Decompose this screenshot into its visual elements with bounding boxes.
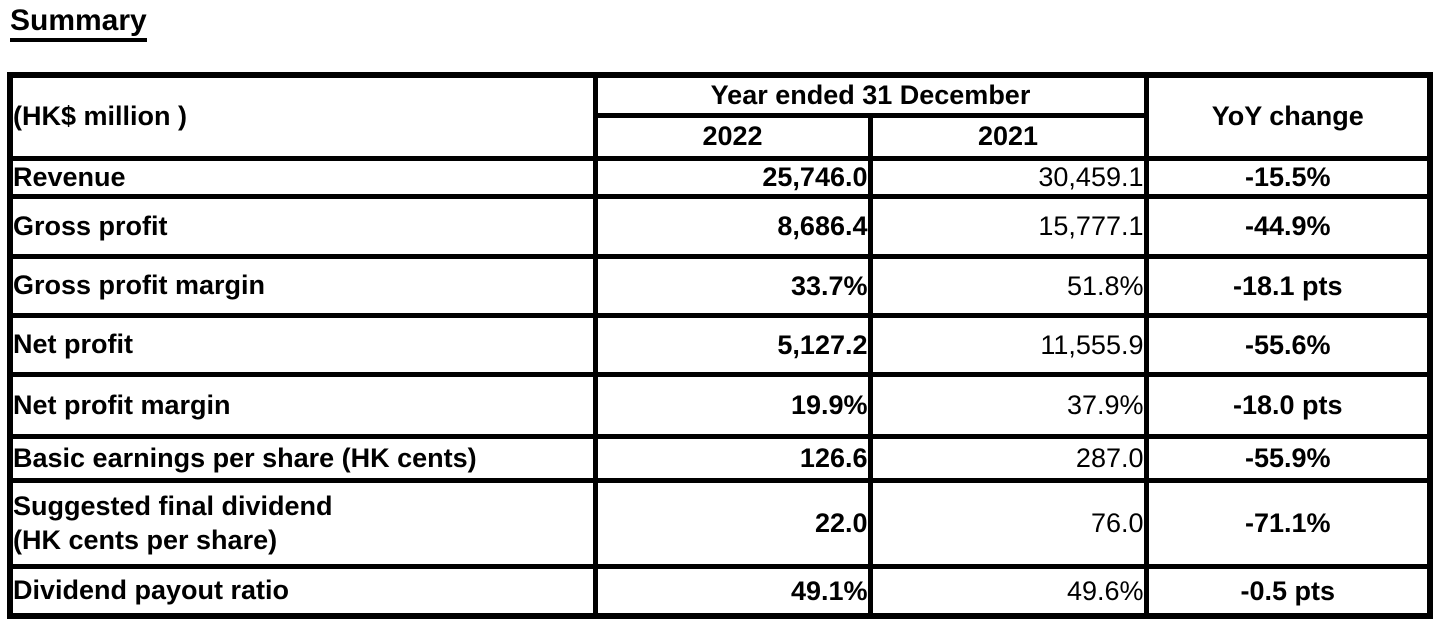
- financial-summary-table: (HK$ million ) Year ended 31 December Yo…: [7, 72, 1433, 619]
- value-2022: 49.1%: [592, 564, 873, 619]
- value-2022: 33.7%: [592, 254, 873, 319]
- row-label: Gross profit: [7, 194, 598, 260]
- value-2022: 126.6: [592, 434, 873, 484]
- table-row-basic-eps: Basic earnings per share (HK cents) 126.…: [7, 434, 1433, 484]
- column-header-2022: 2022: [592, 112, 873, 161]
- value-2022: 25,746.0: [592, 155, 873, 200]
- header-row-group: (HK$ million ) Year ended 31 December Yo…: [7, 72, 1433, 161]
- value-2022: 22.0: [592, 478, 873, 570]
- value-yoy: -15.5%: [1143, 155, 1433, 200]
- year-group-header-cell: Year ended 31 December: [592, 72, 1149, 118]
- row-label: Gross profit margin: [7, 254, 598, 319]
- column-header-2021: 2021: [867, 112, 1149, 161]
- value-yoy: -18.0 pts: [1143, 372, 1433, 440]
- row-label: Net profit: [7, 313, 598, 378]
- value-2022: 5,127.2: [592, 313, 873, 378]
- row-label: Suggested final dividend (HK cents per s…: [7, 478, 598, 570]
- row-label: Revenue: [7, 155, 598, 200]
- row-label: Basic earnings per share (HK cents): [7, 434, 598, 484]
- table-row-revenue: Revenue 25,746.0 30,459.1 -15.5%: [7, 155, 1433, 200]
- value-yoy: -55.9%: [1143, 434, 1433, 484]
- value-2021: 287.0: [867, 434, 1149, 484]
- value-yoy: -55.6%: [1143, 313, 1433, 378]
- table-row-suggested-final-dividend: Suggested final dividend (HK cents per s…: [7, 478, 1433, 570]
- row-label: Dividend payout ratio: [7, 564, 598, 619]
- value-2021: 30,459.1: [867, 155, 1149, 200]
- value-2021: 37.9%: [867, 372, 1149, 440]
- table-row-net-profit-margin: Net profit margin 19.9% 37.9% -18.0 pts: [7, 372, 1433, 440]
- value-yoy: -0.5 pts: [1143, 564, 1433, 619]
- table-row-gross-profit-margin: Gross profit margin 33.7% 51.8% -18.1 pt…: [7, 254, 1433, 319]
- value-2021: 15,777.1: [867, 194, 1149, 260]
- row-label: Net profit margin: [7, 372, 598, 440]
- value-2022: 8,686.4: [592, 194, 873, 260]
- value-yoy: -44.9%: [1143, 194, 1433, 260]
- unit-header-cell: (HK$ million ): [7, 72, 598, 161]
- table-row-net-profit: Net profit 5,127.2 11,555.9 -55.6%: [7, 313, 1433, 378]
- value-2022: 19.9%: [592, 372, 873, 440]
- header-row-years: 2022 2021: [10, 112, 1430, 161]
- value-2021: 51.8%: [867, 254, 1149, 319]
- value-2021: 76.0: [867, 478, 1149, 570]
- value-2021: 49.6%: [867, 564, 1149, 619]
- table-row-dividend-payout-ratio: Dividend payout ratio 49.1% 49.6% -0.5 p…: [7, 564, 1433, 619]
- value-yoy: -18.1 pts: [1143, 254, 1433, 319]
- value-2021: 11,555.9: [867, 313, 1149, 378]
- table-row-gross-profit: Gross profit 8,686.4 15,777.1 -44.9%: [7, 194, 1433, 260]
- yoy-header-cell: YoY change: [1143, 72, 1433, 161]
- value-yoy: -71.1%: [1143, 478, 1433, 570]
- page-title: Summary: [10, 4, 147, 42]
